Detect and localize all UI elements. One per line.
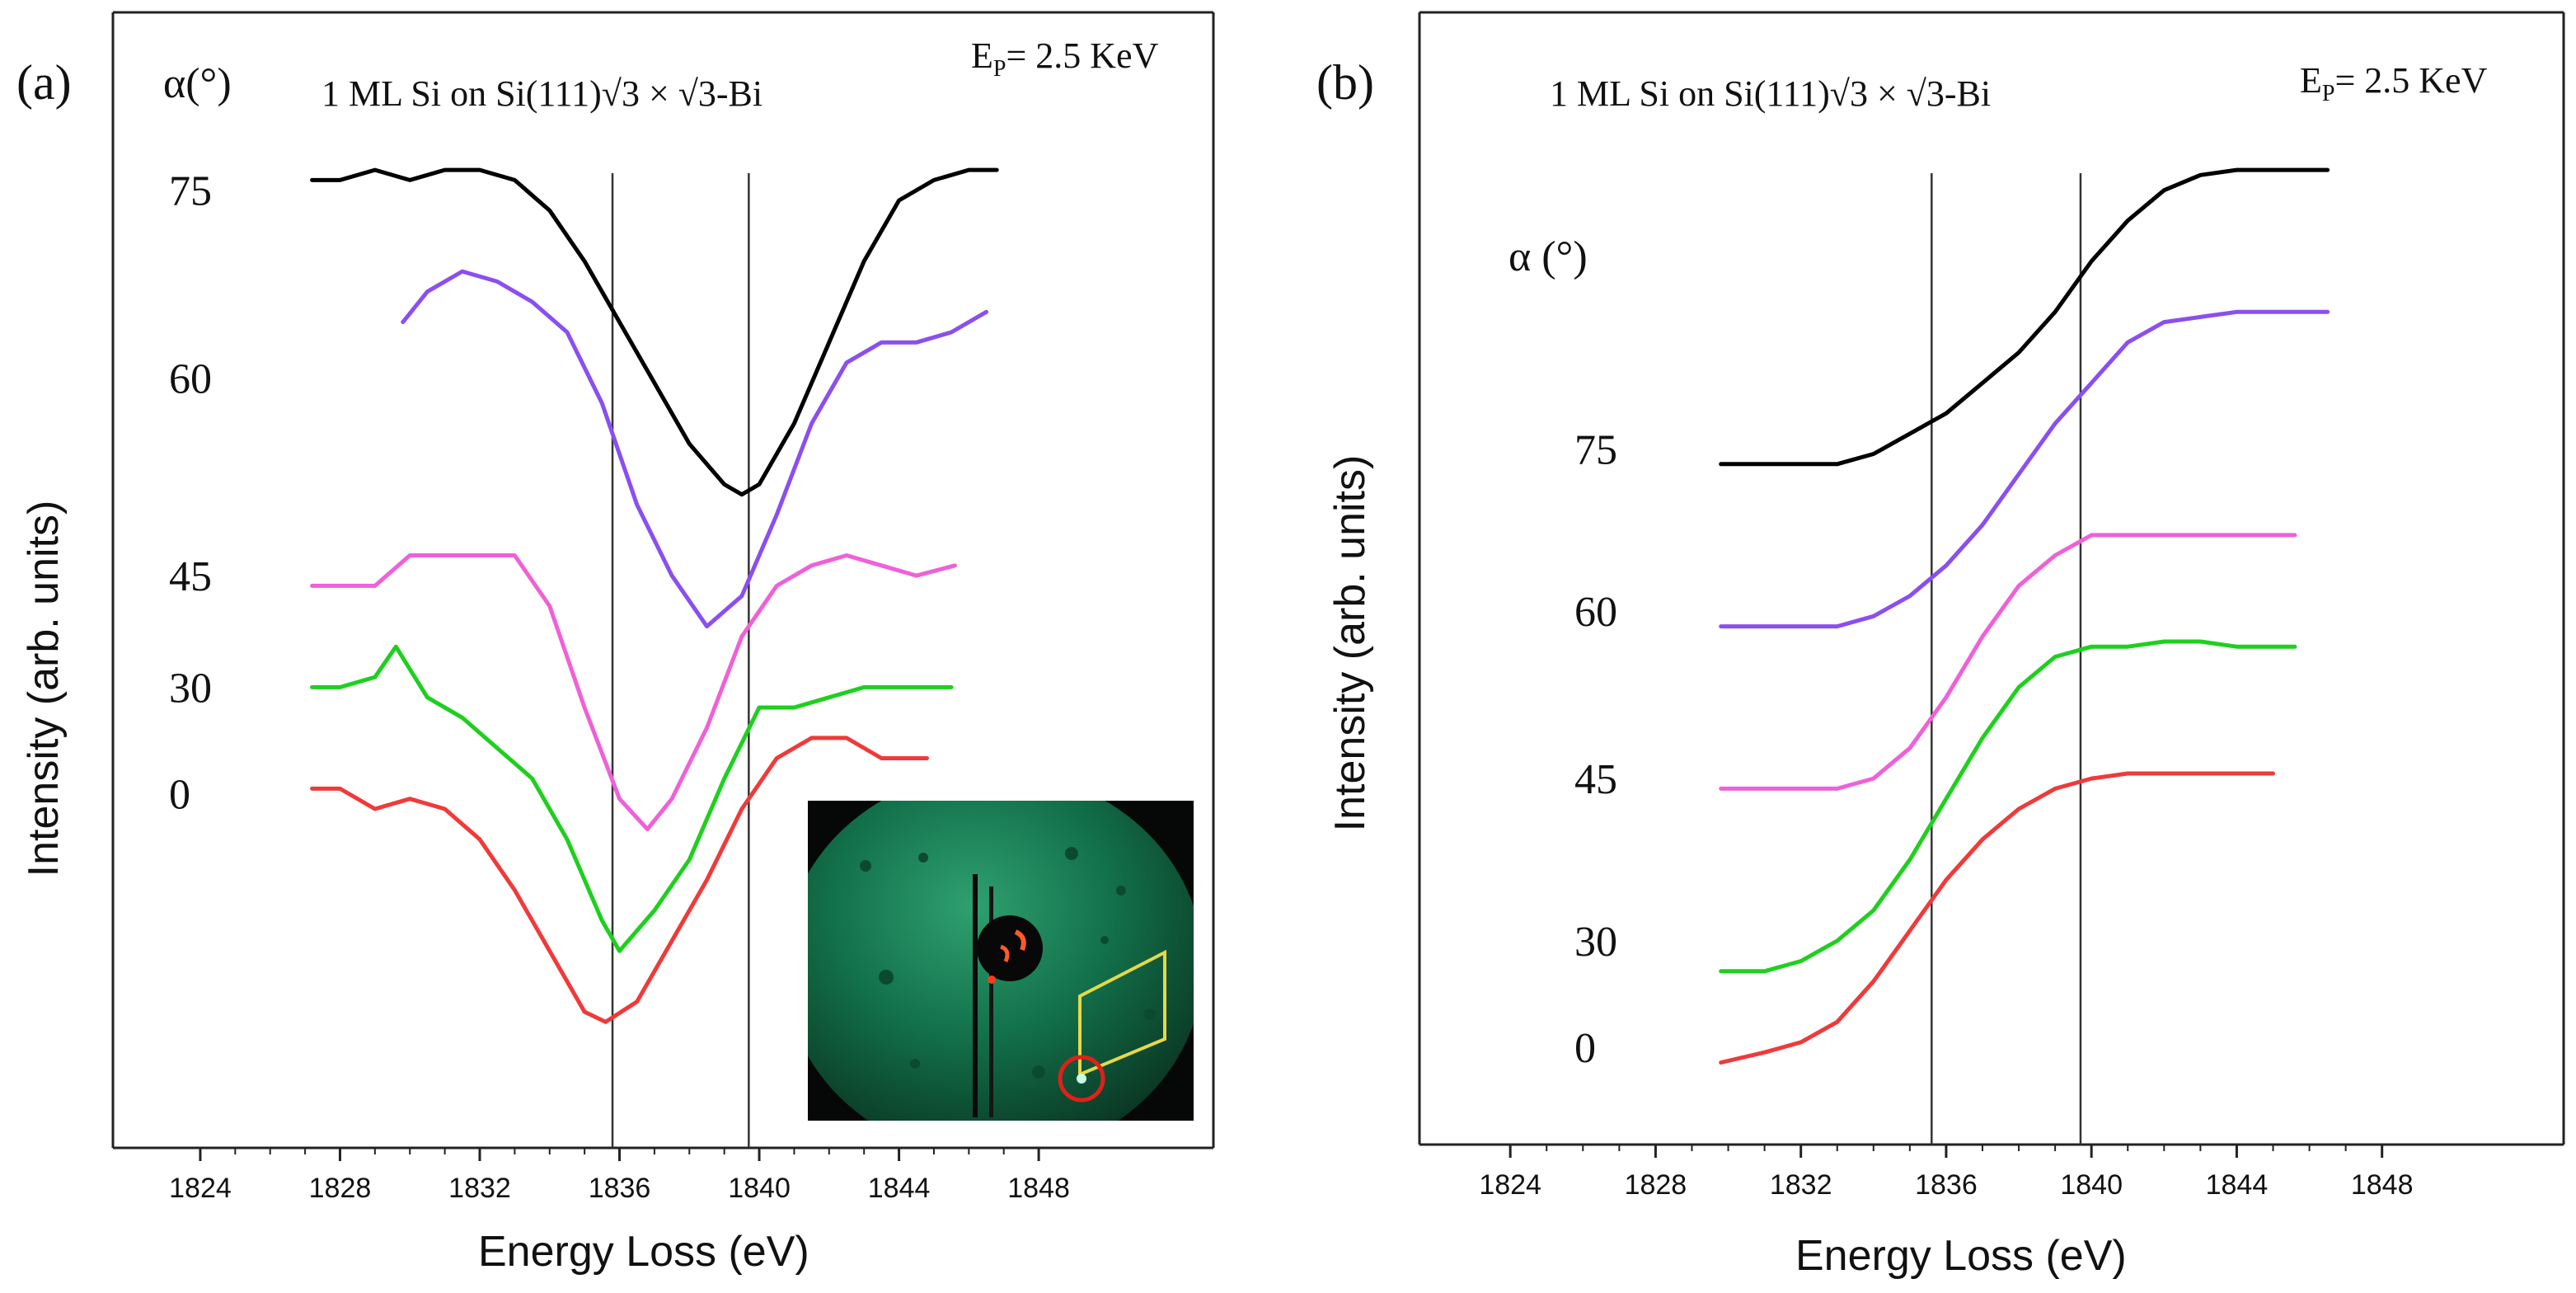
leed-spot bbox=[1032, 1065, 1045, 1079]
axes bbox=[1418, 11, 2565, 1146]
leed-spot bbox=[910, 1059, 920, 1069]
filament-glow bbox=[988, 976, 996, 984]
x-tick-label: 1848 bbox=[1007, 1173, 1070, 1204]
alpha-header: α(°) bbox=[163, 60, 232, 107]
x-tick-label: 1840 bbox=[2060, 1169, 2123, 1201]
highlight-circle bbox=[1058, 1055, 1105, 1103]
x-ticks: 1824 1828 1832 1836 1840 1844 1848 bbox=[169, 1148, 1070, 1204]
x-tick-label: 1844 bbox=[868, 1173, 931, 1204]
filament-glow bbox=[1014, 929, 1026, 952]
x-ticks: 1824 1828 1832 1836 1840 1844 1848 bbox=[1479, 1145, 2414, 1201]
chart-title: 1 ML Si on Si(111)√3 × √3-Bi bbox=[1550, 73, 1991, 114]
x-tick-label: 1832 bbox=[448, 1173, 511, 1204]
leed-spot bbox=[1116, 886, 1126, 896]
curve-label: 45 bbox=[1574, 756, 1617, 803]
axes bbox=[111, 11, 1215, 1150]
curve-label: 60 bbox=[169, 355, 212, 402]
leed-spot bbox=[918, 853, 928, 863]
energy-label-main: E bbox=[971, 35, 993, 76]
x-tick-label: 1848 bbox=[2351, 1169, 2414, 1201]
electron-gun-rod bbox=[973, 874, 978, 1117]
curve-label: 60 bbox=[1574, 589, 1617, 636]
series-line-60 bbox=[401, 269, 988, 629]
leed-spot bbox=[1100, 936, 1109, 944]
curve-label: 45 bbox=[169, 553, 212, 600]
curve-label: 30 bbox=[169, 665, 212, 712]
x-tick-label: 1828 bbox=[1625, 1169, 1687, 1201]
x-tick-label: 1824 bbox=[1479, 1169, 1541, 1201]
curve-labels: 75 60 45 30 0 bbox=[1574, 426, 1617, 1072]
y-axis-label: Intensity (arb. units) bbox=[1326, 455, 1374, 832]
series-group bbox=[1719, 167, 2330, 1065]
unit-cell-outline bbox=[1078, 949, 1166, 1078]
reference-lines bbox=[611, 173, 750, 1148]
x-tick-label: 1844 bbox=[2206, 1169, 2269, 1201]
panel-b: (b) 1 ML Si on Si(111)√3 × √3-Bi EP= 2.5… bbox=[1316, 11, 2565, 1280]
curve-labels: 75 60 45 30 0 bbox=[169, 168, 212, 819]
x-axis-label: Energy Loss (eV) bbox=[1795, 1232, 2127, 1280]
curve-label: 30 bbox=[1574, 919, 1617, 966]
series-line-0 bbox=[310, 736, 929, 1024]
leed-spot bbox=[879, 970, 894, 985]
leed-spot bbox=[1065, 847, 1078, 860]
reference-lines bbox=[1931, 173, 2082, 1145]
energy-label-main: E bbox=[2300, 60, 2322, 101]
x-tick-label: 1836 bbox=[589, 1173, 651, 1204]
filament-glow bbox=[1000, 944, 1010, 962]
x-axis-label: Energy Loss (eV) bbox=[478, 1228, 809, 1276]
x-tick-label: 1824 bbox=[169, 1173, 232, 1204]
x-tick-label: 1836 bbox=[1915, 1169, 1978, 1201]
energy-label-sub: P bbox=[993, 56, 1006, 82]
series-line-75 bbox=[310, 167, 999, 497]
chart-title: 1 ML Si on Si(111)√3 × √3-Bi bbox=[321, 73, 762, 114]
energy-label-value: = 2.5 KeV bbox=[2334, 60, 2487, 101]
curve-label: 75 bbox=[1574, 426, 1617, 473]
panel-label: (a) bbox=[16, 55, 72, 110]
leed-spot bbox=[1144, 1009, 1156, 1020]
energy-label-sub: P bbox=[2322, 81, 2335, 106]
series-line-30 bbox=[1719, 639, 2297, 974]
electron-gun bbox=[977, 915, 1043, 981]
curve-label: 0 bbox=[1574, 1025, 1596, 1072]
energy-label: EP= 2.5 KeV bbox=[971, 35, 1159, 82]
x-tick-label: 1840 bbox=[728, 1173, 791, 1204]
series-line-60 bbox=[1719, 309, 2330, 629]
series-line-45 bbox=[1719, 533, 2297, 791]
electron-gun-rod bbox=[989, 886, 993, 1117]
series-line-45 bbox=[310, 553, 957, 832]
leed-bright-spot bbox=[1077, 1074, 1086, 1084]
x-tick-label: 1828 bbox=[309, 1173, 372, 1204]
series-line-0 bbox=[1719, 771, 2275, 1065]
energy-label-value: = 2.5 KeV bbox=[1006, 35, 1158, 76]
leed-inset bbox=[808, 801, 1194, 1121]
curve-label: 75 bbox=[169, 168, 212, 215]
leed-spot bbox=[860, 860, 871, 872]
series-line-30 bbox=[310, 644, 954, 953]
x-tick-label: 1832 bbox=[1770, 1169, 1832, 1201]
panel-a: (a) α(°) 1 ML Si on Si(111)√3 × √3-Bi EP… bbox=[16, 11, 1215, 1276]
panel-label: (b) bbox=[1316, 55, 1374, 110]
series-line-75 bbox=[1719, 167, 2330, 467]
series-group bbox=[310, 167, 999, 1024]
y-axis-label: Intensity (arb. units) bbox=[20, 501, 68, 877]
alpha-header: α (°) bbox=[1509, 233, 1588, 280]
energy-label: EP= 2.5 KeV bbox=[2300, 60, 2488, 106]
curve-label: 0 bbox=[169, 772, 190, 819]
